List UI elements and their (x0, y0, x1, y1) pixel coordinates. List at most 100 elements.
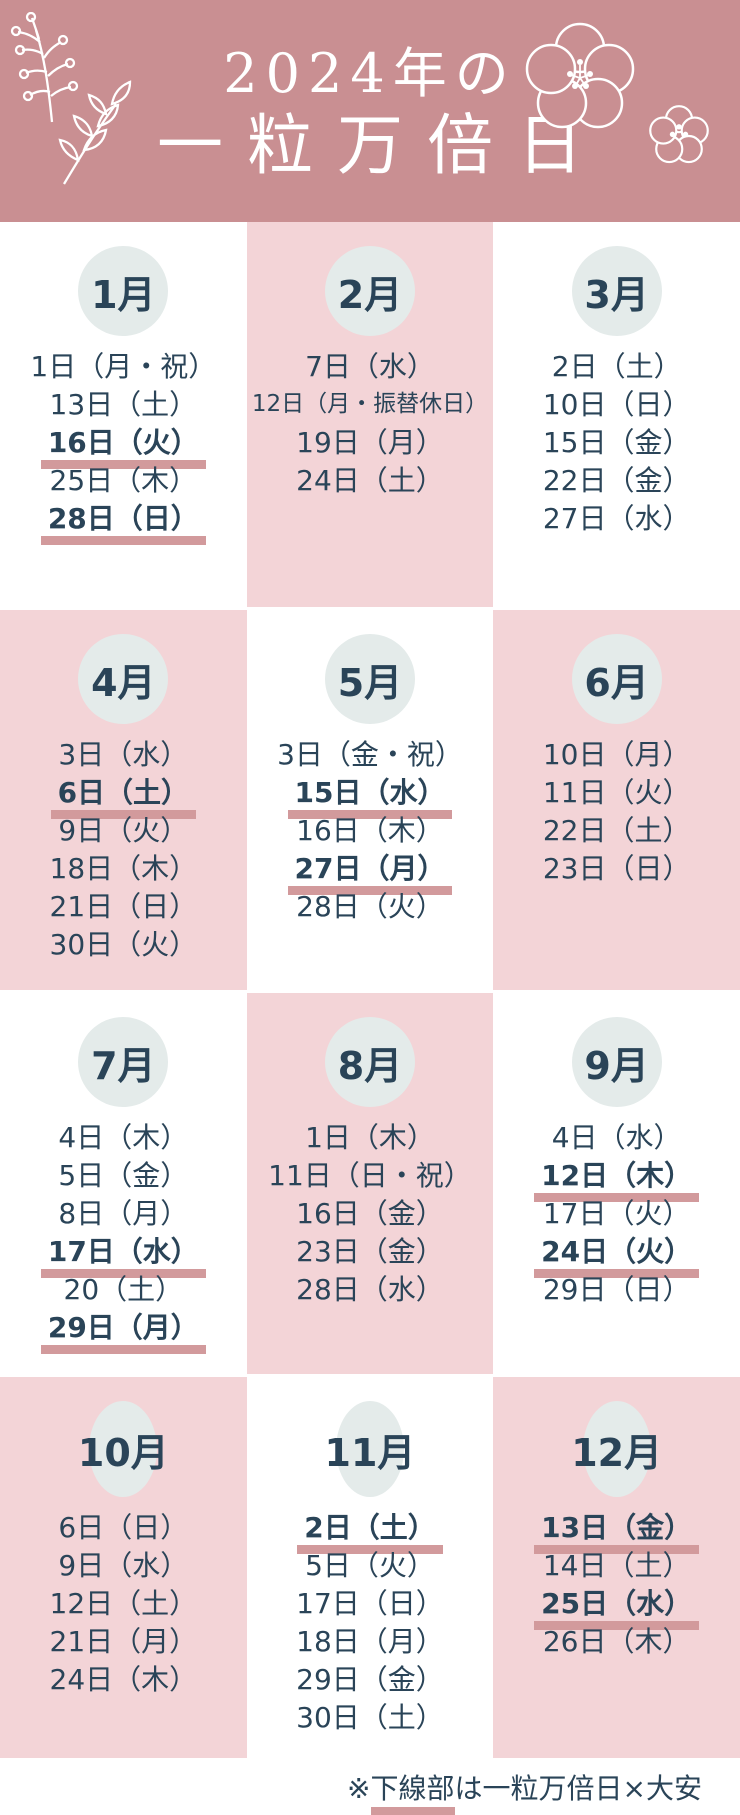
date-item: 7日（水） (248, 348, 492, 386)
date-item: 11日（日・祝） (264, 1157, 476, 1195)
date-text: 7日（水） (305, 349, 435, 383)
date-text: 17日（水） (40, 1236, 206, 1279)
date-text: 3日（金・祝） (277, 737, 463, 771)
date-item: 23日（日） (539, 850, 695, 888)
berry-sprig-icon (6, 12, 136, 187)
month-badge: 3月 (571, 246, 662, 336)
date-item: 1日（月・祝） (26, 348, 220, 386)
date-item: 25日（水） (534, 1585, 700, 1631)
date-item: 19日（月） (248, 424, 492, 462)
date-item: 14日（土） (534, 1547, 699, 1585)
date-item: 2日（土） (292, 1509, 448, 1555)
date-text: 6日（土） (50, 777, 197, 820)
date-text: 9日（火） (58, 813, 189, 847)
date-text: 24日（火） (534, 1236, 700, 1279)
date-text: 25日（木） (49, 463, 198, 497)
date-item: 1日（木） (264, 1119, 476, 1157)
month-label: 5月 (337, 660, 403, 705)
date-text: 14日（土） (542, 1548, 691, 1582)
month-badge: 2月 (324, 246, 415, 336)
month-label: 9月 (584, 1043, 649, 1088)
date-text: 1日（月・祝） (30, 349, 217, 383)
date-text: 15日（水） (287, 777, 453, 820)
date-item: 10日（日） (539, 386, 695, 424)
header-banner: 2024年の 一粒万倍日 (0, 0, 740, 222)
month-badge: 10月 (78, 1401, 169, 1497)
month-badge: 4月 (78, 634, 169, 724)
date-list: 1日（月・祝） 13日（土） 16日（火） 25日（木） 28日（日） (26, 348, 220, 546)
date-item: 9日（火） (46, 812, 202, 850)
date-text: 4日（水） (551, 1120, 682, 1154)
date-text: 29日（日） (542, 1272, 691, 1306)
date-text: 13日（土） (49, 387, 198, 421)
date-text: 5日（火） (305, 1548, 435, 1582)
date-text: 8日（月） (58, 1196, 189, 1230)
month-label: 11月 (324, 1430, 416, 1475)
date-text: 3日（水） (58, 737, 189, 771)
date-text: 22日（土） (542, 813, 691, 847)
date-text: 25日（水） (534, 1588, 700, 1631)
month-cell: 3月 2日（土） 10日（日） 15日（金） 22日（金） 27日（水） (493, 222, 740, 607)
month-cell: 9月 4日（水） 12日（木） 17日（火） 24日（火） 29日（日） (493, 993, 740, 1374)
date-item: 22日（金） (539, 462, 695, 500)
date-item: 5日（火） (292, 1547, 448, 1585)
legend-note: ※下線部は一粒万倍日×大安 (0, 1767, 740, 1815)
month-cell: 11月 2日（土） 5日（火） 17日（日） 18日（月） 29日（金） 30日（土） (246, 1377, 494, 1758)
date-list: 13日（金） 14日（土） 25日（水） 26日（木） (534, 1509, 700, 1661)
date-item: 21日（月） (46, 1623, 202, 1661)
date-list: 7日（水） 12日（月・振替休日） 19日（月） 24日（土） (248, 348, 492, 500)
date-text: 1日（木） (305, 1120, 435, 1154)
month-badge: 11月 (325, 1401, 415, 1497)
date-item: 28日（水） (264, 1271, 476, 1309)
date-text: 17日（日） (296, 1586, 444, 1620)
month-label: 6月 (584, 660, 649, 705)
date-item: 23日（金） (264, 1233, 476, 1271)
legend-marker: ※ (347, 1772, 371, 1805)
date-text: 11日（火） (542, 775, 691, 809)
date-text: 27日（水） (542, 501, 691, 535)
month-label: 1月 (91, 272, 156, 317)
month-cell: 12月 13日（金） 14日（土） 25日（水） 26日（木） (493, 1377, 740, 1758)
date-item: 11日（火） (539, 774, 695, 812)
month-cell: 2月 7日（水） 12日（月・振替休日） 19日（月） 24日（土） (246, 222, 494, 607)
page-title-year: 2024年の (223, 42, 517, 106)
date-text: 28日（日） (40, 503, 206, 546)
month-cell: 10月 6日（日） 9日（水） 12日（土） 21日（月） 24日（木） (0, 1377, 247, 1758)
legend-text: は一粒万倍日×大安 (454, 1772, 702, 1805)
date-item: 10日（月） (539, 736, 695, 774)
date-item: 30日（火） (46, 926, 202, 964)
date-text: 30日（火） (49, 927, 198, 961)
date-item: 16日（木） (273, 812, 467, 850)
date-text: 10日（日） (542, 387, 691, 421)
date-text: 12日（月・振替休日） (251, 391, 489, 418)
date-item: 12日（月・振替休日） (248, 386, 492, 424)
month-badge: 8月 (324, 1017, 415, 1107)
date-item: 17日（水） (40, 1233, 206, 1279)
date-item: 28日（火） (273, 888, 467, 926)
date-item: 28日（日） (26, 500, 220, 546)
month-cell: 7月 4日（木） 5日（金） 8日（月） 17日（水） 20（土） 29日（月） (0, 993, 247, 1374)
month-badge: 1月 (78, 246, 169, 336)
date-item: 27日（水） (539, 500, 695, 538)
page-title-main: 一粒万倍日 (157, 106, 607, 184)
month-cell: 1月 1日（月・祝） 13日（土） 16日（火） 25日（木） 28日（日） (0, 222, 247, 607)
date-text: 18日（月） (296, 1624, 444, 1658)
date-text: 21日（月） (49, 1624, 198, 1658)
date-item: 22日（土） (539, 812, 695, 850)
date-list: 3日（金・祝） 15日（水） 16日（木） 27日（月） 28日（火） (273, 736, 467, 926)
date-list: 2日（土） 5日（火） 17日（日） 18日（月） 29日（金） 30日（土） (292, 1509, 448, 1737)
date-text: 24日（土） (296, 463, 444, 497)
date-text: 16日（火） (40, 427, 206, 470)
date-list: 3日（水） 6日（土） 9日（火） 18日（木） 21日（日） 30日（火） (46, 736, 202, 964)
date-item: 16日（金） (264, 1195, 476, 1233)
date-list: 6日（日） 9日（水） 12日（土） 21日（月） 24日（木） (46, 1509, 202, 1699)
date-item: 24日（木） (46, 1661, 202, 1699)
date-text: 23日（金） (296, 1234, 444, 1268)
date-item: 24日（土） (248, 462, 492, 500)
date-item: 29日（金） (292, 1661, 448, 1699)
legend-underlined-term: 下線部 (370, 1767, 455, 1815)
date-text: 13日（金） (534, 1512, 700, 1555)
date-item: 29日（月） (40, 1309, 206, 1355)
date-item: 6日（土） (46, 774, 202, 820)
month-label: 10月 (77, 1430, 169, 1475)
